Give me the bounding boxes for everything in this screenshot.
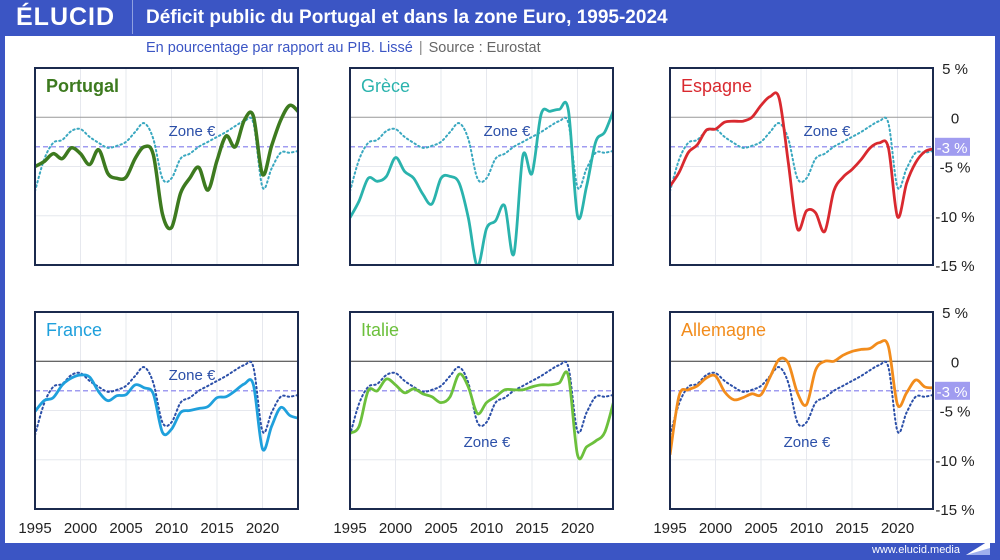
header-bar: ÉLUCID Déficit public du Portugal et dan…	[0, 0, 1000, 36]
x-tick-label: 1995	[333, 520, 366, 537]
panel-title: Portugal	[46, 76, 119, 96]
zone-euro-label: Zone €	[784, 434, 831, 451]
y-tick-label: -15 %	[935, 258, 974, 275]
footer-url[interactable]: www.elucid.media	[871, 544, 960, 556]
panel-title: Italie	[361, 320, 399, 340]
x-tick-label: 2020	[881, 520, 914, 537]
series-line-espagne	[670, 91, 933, 234]
y-tick-label: 0	[951, 354, 959, 371]
source-text: Source : Eurostat	[428, 40, 541, 56]
chart-subtitle: En pourcentage par rapport au PIB. Lissé…	[146, 40, 541, 56]
series-line-france	[35, 373, 298, 452]
y-tick-label: -3 %	[937, 384, 968, 401]
x-tick-label: 2010	[790, 520, 823, 537]
panel-frame	[349, 67, 614, 266]
threshold-badge	[935, 381, 970, 400]
zone-euro-label: Zone €	[464, 434, 511, 451]
y-tick-label: 5 %	[942, 61, 968, 78]
x-tick-label: 1995	[653, 520, 686, 537]
x-tick-label: 2005	[424, 520, 457, 537]
x-tick-label: 2015	[835, 520, 868, 537]
panel-frame	[669, 67, 934, 266]
series-line-italie	[350, 370, 613, 461]
x-tick-label: 2010	[155, 520, 188, 537]
panel-title: Allemagne	[681, 320, 766, 340]
header-divider	[132, 0, 133, 34]
panel-title: France	[46, 320, 102, 340]
x-tick-label: 2005	[744, 520, 777, 537]
y-tick-label: -5 %	[940, 160, 971, 177]
zone-euro-label: Zone €	[169, 367, 216, 384]
subtitle-separator: |	[418, 40, 423, 56]
y-tick-label: 5 %	[942, 305, 968, 322]
panel-frame	[34, 311, 299, 510]
zone-euro-line	[35, 360, 298, 437]
x-tick-label: 2005	[109, 520, 142, 537]
zone-euro-label: Zone €	[484, 123, 531, 140]
x-tick-label: 2020	[246, 520, 279, 537]
series-line-allemagne	[670, 339, 933, 456]
series-line-portugal	[35, 103, 298, 231]
y-tick-label: -10 %	[935, 209, 974, 226]
y-tick-label: -15 %	[935, 502, 974, 519]
y-tick-label: -5 %	[940, 404, 971, 421]
zone-euro-line	[670, 360, 933, 437]
y-tick-label: -3 %	[937, 140, 968, 157]
threshold-badge	[935, 137, 970, 156]
y-tick-label: -10 %	[935, 453, 974, 470]
x-tick-label: 2010	[470, 520, 503, 537]
panel-frame	[34, 67, 299, 266]
series-line-grèce	[350, 100, 613, 265]
x-tick-label: 2015	[200, 520, 233, 537]
panel-frame	[349, 311, 614, 510]
elucid-flag-icon	[966, 540, 990, 555]
x-tick-label: 2020	[561, 520, 594, 537]
x-tick-label: 2015	[515, 520, 548, 537]
zone-euro-label: Zone €	[804, 123, 851, 140]
subtitle-text: En pourcentage par rapport au PIB. Lissé	[146, 40, 413, 56]
chart-title: Déficit public du Portugal et dans la zo…	[146, 7, 668, 28]
panel-frame	[669, 311, 934, 510]
panel-title: Grèce	[361, 76, 410, 96]
x-tick-label: 2000	[379, 520, 412, 537]
footer-bar: www.elucid.media	[0, 540, 1000, 560]
x-tick-label: 2000	[64, 520, 97, 537]
x-tick-label: 2000	[699, 520, 732, 537]
zone-euro-label: Zone €	[169, 123, 216, 140]
x-tick-label: 1995	[18, 520, 51, 537]
zone-euro-line	[350, 360, 613, 437]
y-tick-label: 0	[951, 110, 959, 127]
panel-title: Espagne	[681, 76, 752, 96]
logo: ÉLUCID	[16, 3, 116, 31]
